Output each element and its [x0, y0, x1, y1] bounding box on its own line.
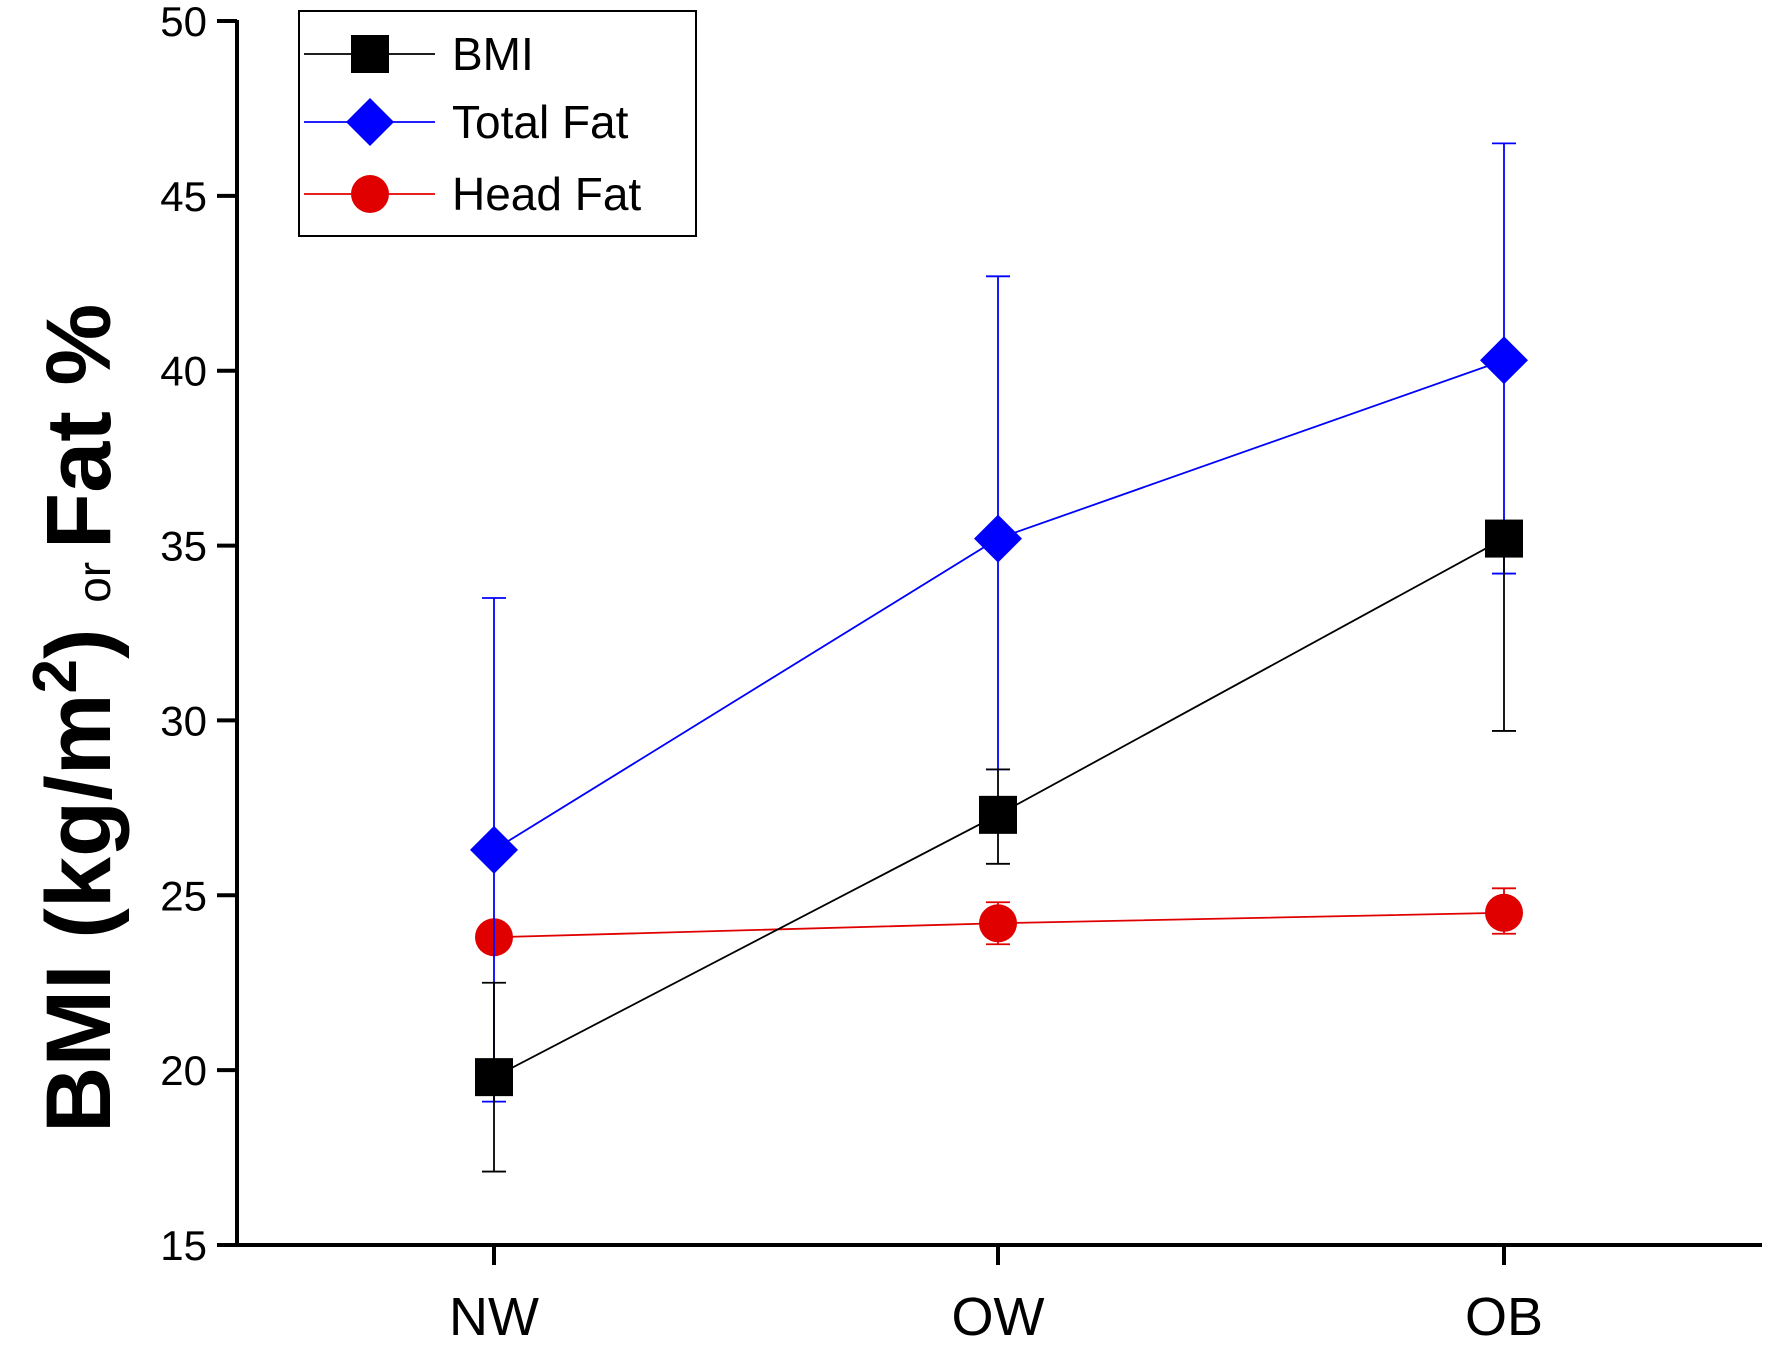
y-tick-label: 25	[160, 872, 207, 919]
series-bmi	[475, 519, 1523, 1173]
series-head-fat	[475, 887, 1523, 957]
legend-item-total-fat: Total Fat	[304, 96, 629, 148]
legend-marker	[351, 35, 389, 73]
y-tick-label: 15	[160, 1222, 207, 1269]
y-tick-label: 45	[160, 173, 207, 220]
data-point	[1485, 519, 1523, 558]
y-axis-label-part3: Fat %	[28, 304, 130, 549]
y-axis-label: BMI (kg/m2) or Fat %	[21, 304, 130, 1133]
data-point	[1485, 893, 1523, 932]
series-line	[493, 359, 1505, 851]
data-point	[979, 904, 1017, 943]
y-axis-label-part1: BMI (kg/m	[28, 693, 130, 1133]
data-point	[470, 825, 518, 874]
legend-label: BMI	[452, 28, 534, 80]
y-axis-label-superscript: 2	[21, 659, 90, 693]
legend-marker	[346, 98, 394, 146]
legend-item-head-fat: Head Fat	[304, 168, 641, 220]
y-tick-label: 40	[160, 348, 207, 395]
x-tick-label: OB	[1465, 1287, 1543, 1340]
series-layer	[470, 142, 1528, 1173]
y-axis-label-part2: )	[28, 603, 130, 659]
data-point	[974, 514, 1022, 563]
data-point	[475, 1058, 513, 1097]
y-tick-label: 30	[160, 697, 207, 744]
legend-label: Total Fat	[452, 96, 629, 148]
y-tick-label: 35	[160, 523, 207, 570]
legend-label: Head Fat	[452, 168, 641, 220]
x-tick-label: NW	[449, 1287, 539, 1340]
legend-item-bmi: BMI	[304, 28, 534, 80]
x-tick-label: OW	[952, 1287, 1045, 1340]
legend: BMI Total Fat Head Fat	[298, 10, 697, 237]
axes: 15 20 25 30 35 40 45 50 NW OW OB	[160, 0, 1762, 1345]
series-total-fat	[470, 142, 1528, 1103]
axis-labels: BMI (kg/m2) or Fat %	[21, 304, 130, 1133]
data-point	[1480, 336, 1528, 385]
y-tick-label: 50	[160, 0, 207, 45]
y-axis-label-connector: or	[68, 549, 120, 603]
legend-marker	[351, 175, 389, 213]
y-tick-label: 20	[160, 1047, 207, 1094]
data-point	[979, 795, 1017, 834]
